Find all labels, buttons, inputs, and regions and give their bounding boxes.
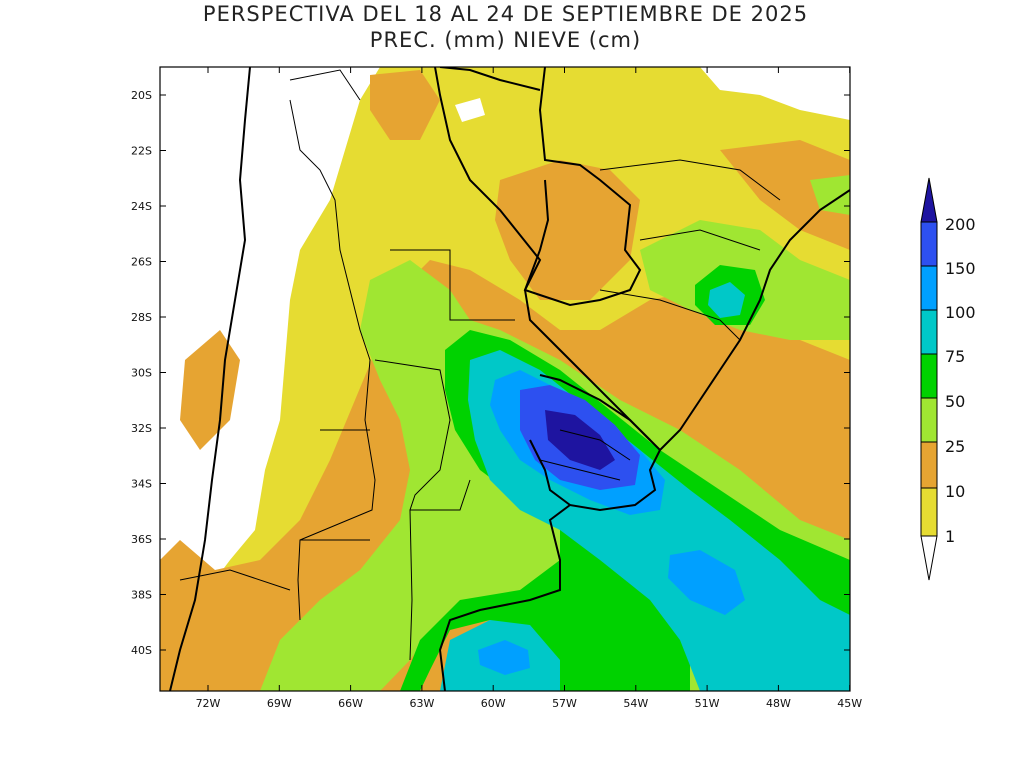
- lon-tick-label: 66W: [338, 697, 363, 710]
- lat-tick-label: 34S: [131, 478, 152, 491]
- coastline-and-borders: [169, 67, 850, 691]
- colorbar-box-150: [920, 221, 938, 267]
- plot-frame: [159, 66, 851, 692]
- lat-tick-label: 24S: [131, 200, 152, 213]
- colorbar-box-75: [920, 309, 938, 355]
- map-title-line-2: PREC. (mm) NIEVE (cm): [369, 28, 642, 52]
- colorbar-label: 75: [945, 347, 965, 366]
- colorbar-label: 25: [945, 437, 965, 456]
- map-title-line-1: PERSPECTIVA DEL 18 AL 24 DE SEPTIEMBRE D…: [202, 2, 809, 26]
- field-25mm: [810, 175, 850, 215]
- colorbar-label: 50: [945, 392, 965, 411]
- colorbar-label: 1: [945, 527, 955, 546]
- colorbar-box-100: [920, 265, 938, 311]
- lat-tick-label: 30S: [131, 367, 152, 380]
- lat-tick-label: 28S: [131, 311, 152, 324]
- precipitation-field: [160, 67, 850, 691]
- field-10mm: [370, 70, 440, 140]
- lon-tick-label: 48W: [766, 697, 791, 710]
- lat-tick-label: 36S: [131, 533, 152, 546]
- colorbar-label: 10: [945, 482, 965, 501]
- lat-tick-label: 38S: [131, 589, 152, 602]
- lon-tick-label: 72W: [196, 697, 221, 710]
- lat-tick-label: 40S: [131, 644, 152, 657]
- lon-tick-label: 63W: [409, 697, 434, 710]
- field-100mm: [478, 640, 530, 675]
- lon-tick-label: 60W: [481, 697, 506, 710]
- lon-tick-label: 57W: [552, 697, 577, 710]
- lat-tick-label: 32S: [131, 422, 152, 435]
- field-200mm: [545, 410, 615, 470]
- colorbar-box-1: [920, 487, 938, 537]
- colorbar-label: 200: [945, 215, 976, 234]
- lon-tick-label: 54W: [623, 697, 648, 710]
- field-10mm: [495, 160, 640, 300]
- longitude-axis: 72W 69W 66W 63W 60W 57W 54W 51W 48W 45W: [196, 67, 862, 710]
- lon-tick-label: 69W: [267, 697, 292, 710]
- field-10mm: [720, 140, 850, 250]
- lat-tick-label: 22S: [131, 145, 152, 158]
- lon-tick-label: 45W: [837, 697, 862, 710]
- lat-tick-label: 20S: [131, 89, 152, 102]
- latitude-axis: 20S 22S 24S 26S 28S 30S 32S 34S 36S 38S 40S: [131, 89, 850, 657]
- colorbar-box-10: [920, 441, 938, 489]
- colorbar-box-25: [920, 397, 938, 443]
- field-dry-spot: [455, 98, 485, 122]
- colorbar-arrow-top: [920, 177, 938, 223]
- colorbar-arrow-bottom: [920, 535, 938, 581]
- colorbar-label: 100: [945, 303, 976, 322]
- colorbar-label: 150: [945, 259, 976, 278]
- lat-tick-label: 26S: [131, 256, 152, 269]
- colorbar: 200 150 100 75 50 25 10 1: [920, 177, 976, 581]
- colorbar-box-50: [920, 353, 938, 399]
- field-75mm: [708, 282, 745, 318]
- field-dry-west: [160, 67, 380, 691]
- lon-tick-label: 51W: [695, 697, 720, 710]
- field-dry-spot: [700, 67, 850, 120]
- field-100mm: [668, 550, 745, 615]
